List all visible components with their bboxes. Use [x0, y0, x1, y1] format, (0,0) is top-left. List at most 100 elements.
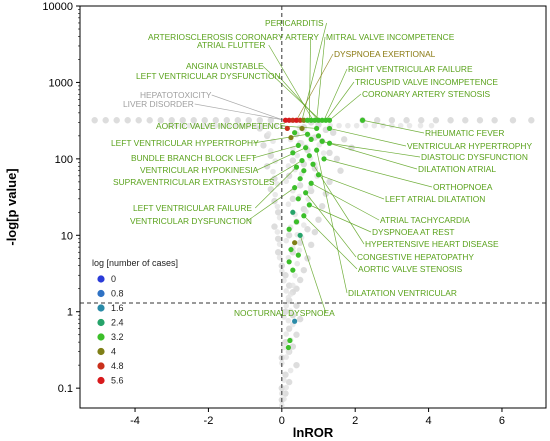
background-point — [267, 117, 275, 124]
data-point — [297, 176, 303, 182]
background-point — [307, 184, 314, 191]
background-point — [282, 308, 289, 315]
background-point — [113, 117, 120, 124]
data-point — [288, 134, 294, 141]
background-point — [283, 288, 290, 294]
legend-label: 4 — [111, 347, 116, 357]
annotation-leader-line — [312, 164, 365, 245]
background-point — [102, 117, 109, 124]
background-point — [265, 131, 272, 137]
background-point — [326, 178, 333, 186]
annotation-label: ATRIAL FLUTTER — [197, 40, 265, 50]
annotation-leader-line — [253, 145, 299, 159]
background-point — [285, 325, 293, 332]
annotation-leader-line — [211, 94, 284, 121]
annotation-label: NOCTURNAL DYSPNOEA — [234, 308, 335, 318]
data-point — [308, 180, 314, 186]
annotation-label: BUNDLE BRANCH BLOCK LEFT — [131, 153, 256, 163]
annotation-leader-line — [325, 81, 355, 121]
background-point — [283, 178, 290, 185]
data-point — [306, 153, 312, 159]
background-point — [283, 354, 290, 360]
background-point — [260, 142, 267, 149]
background-point — [270, 168, 276, 175]
legend-label: 0 — [111, 274, 116, 284]
data-point — [299, 125, 305, 132]
annotation-label: DYSPNOEA AT REST — [372, 227, 455, 237]
annotation-leader-line — [362, 119, 425, 134]
data-point — [314, 125, 320, 132]
x-tick-label: -2 — [204, 415, 214, 427]
data-point — [292, 240, 298, 246]
annotation-label: RHEUMATIC FEVER — [425, 128, 504, 138]
background-point — [303, 208, 309, 215]
data-point — [308, 117, 314, 123]
x-tick-label: 2 — [352, 415, 358, 427]
x-axis-title: lnROR — [293, 425, 334, 440]
data-point — [359, 117, 366, 123]
background-points — [91, 117, 535, 409]
annotation-label: RIGHT VENTRICULAR FAILURE — [348, 64, 473, 74]
background-point — [274, 235, 282, 242]
y-tick-label: 1 — [67, 307, 73, 319]
background-point — [239, 122, 245, 129]
background-point — [245, 122, 252, 129]
background-point — [274, 229, 281, 235]
annotation-leader-line — [329, 142, 421, 158]
background-point — [293, 302, 300, 309]
background-point — [252, 122, 259, 129]
annotation-label: LEFT VENTRICULAR DYSFUNCTION — [136, 71, 281, 81]
data-point — [315, 172, 322, 178]
data-point — [308, 136, 314, 142]
background-point — [166, 122, 173, 129]
background-point — [282, 338, 289, 346]
annotation-leader-line — [194, 103, 286, 121]
annotation-leader-line — [254, 166, 297, 209]
data-point — [326, 117, 333, 123]
annotation-leader-line — [318, 174, 385, 200]
background-point — [406, 122, 413, 129]
background-point — [290, 282, 296, 289]
background-point — [173, 122, 179, 129]
data-point — [286, 226, 292, 232]
background-point — [491, 117, 498, 124]
background-point — [285, 232, 293, 239]
data-point — [290, 267, 296, 273]
background-point — [274, 203, 281, 210]
background-point — [157, 117, 164, 124]
y-axis-ticks: 0.1 1 10 100 1000 10000 — [42, 1, 80, 395]
data-point — [287, 337, 293, 344]
background-point — [276, 254, 283, 261]
background-point — [336, 122, 342, 129]
background-point — [285, 172, 293, 180]
background-point — [168, 117, 175, 124]
background-point — [432, 117, 440, 124]
annotation-label: VENTRICULAR HYPOKINESIA — [140, 165, 259, 175]
background-point — [304, 226, 311, 233]
data-point — [301, 117, 307, 123]
annotation-label: DYSPNOEA EXERTIONAL — [334, 49, 436, 59]
annotation-label: PERICARDITIS — [265, 18, 324, 28]
legend-swatch — [97, 304, 105, 312]
annotation-leader-line — [257, 147, 306, 171]
annotation-label: DILATATION ATRIAL — [418, 164, 496, 174]
annotation-label: ORTHOPNOEA — [433, 182, 493, 192]
data-point — [297, 232, 303, 238]
annotation-label: AORTIC VALVE STENOSIS — [358, 264, 463, 274]
legend-label: 4.8 — [111, 361, 124, 371]
data-point — [284, 125, 290, 132]
background-point — [374, 117, 381, 124]
y-tick-label: 0.1 — [58, 383, 73, 395]
annotation-leader-line — [329, 128, 407, 147]
background-point — [276, 214, 283, 221]
legend-swatch — [97, 289, 105, 298]
data-point — [315, 133, 322, 139]
data-point — [323, 117, 329, 123]
background-point — [212, 122, 219, 129]
data-point — [326, 125, 333, 132]
annotation-label: LIVER DISORDER — [123, 99, 194, 109]
y-tick-label: 1000 — [49, 77, 73, 89]
annotation-leader-line — [303, 215, 358, 270]
background-point — [285, 294, 292, 301]
